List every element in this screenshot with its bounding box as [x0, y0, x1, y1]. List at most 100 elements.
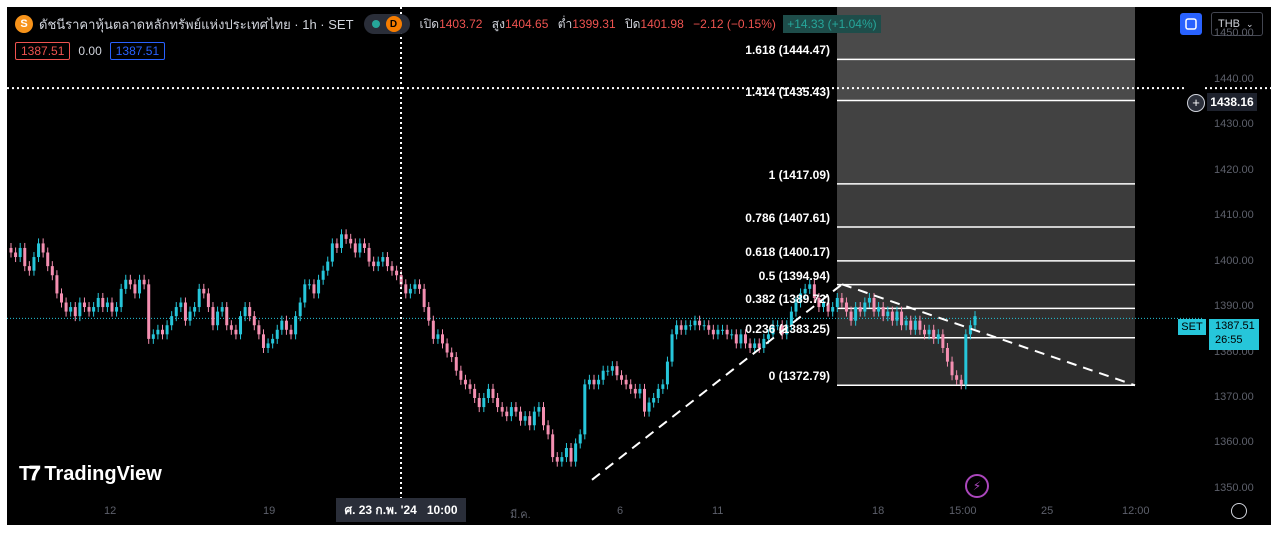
candle-body [376, 261, 380, 267]
bid-price[interactable]: 1387.51 [15, 42, 71, 60]
candle-body [583, 384, 587, 435]
candle-body [431, 320, 435, 339]
set-index-icon[interactable]: S [15, 15, 33, 33]
candle-body [183, 302, 187, 321]
fib-level-label: 0.5 (1394.94) [758, 268, 830, 283]
time-tick-label: มี.ค. [510, 509, 531, 521]
price-tick-label: 1350.00 [1214, 481, 1254, 494]
fib-trend-line[interactable] [841, 283, 1136, 387]
candle-body [271, 338, 275, 344]
d-badge: D [385, 16, 402, 32]
candle-body [587, 379, 591, 385]
candle-body [14, 252, 18, 258]
candle-body [261, 334, 265, 348]
candle-body [289, 329, 293, 335]
candle-body [597, 379, 601, 385]
settings-gear-icon[interactable] [1231, 503, 1247, 519]
candle-body [909, 320, 913, 330]
fib-zone-band [837, 226, 1135, 261]
candle-body [197, 288, 201, 308]
candle-body [537, 407, 541, 412]
tradingview-logo[interactable]: T𝟕 TradingView [19, 463, 162, 486]
candle-body [840, 297, 844, 303]
currency-select[interactable]: THB ⌄ [1211, 12, 1263, 36]
candle-body [486, 388, 490, 398]
candle-body [826, 302, 830, 312]
candle-body [679, 325, 683, 330]
candle-body [702, 325, 706, 327]
time-tick-label: 11 [712, 505, 724, 517]
candle-body [317, 279, 321, 294]
candle-body [344, 234, 348, 239]
price-chart[interactable] [7, 7, 1271, 525]
candle-body [491, 388, 495, 398]
candle-body [555, 457, 559, 462]
candle-body [519, 411, 523, 421]
time-tick-label: 6 [617, 505, 624, 517]
candle-body [473, 388, 477, 398]
candle-body [620, 375, 624, 380]
time-tick-label: 15:00 [949, 505, 977, 517]
market-status-pill[interactable]: D [363, 14, 410, 34]
candle-body [482, 397, 486, 408]
candle-body [257, 325, 261, 335]
ohlc-values: เปิด1403.72 สูง1404.65 ต่ำ1399.31 ปิด140… [420, 14, 881, 34]
close-label: ปิด [624, 16, 641, 31]
candle-body [133, 284, 137, 294]
candle-body [138, 279, 142, 294]
sync-button[interactable] [1180, 13, 1202, 35]
candle-body [610, 366, 614, 371]
candle-body [872, 297, 876, 312]
fib-zone-band [837, 337, 1135, 386]
candle-body [968, 325, 972, 335]
change-extended-value: +14.33 (+1.04%) [783, 14, 881, 33]
candle-body [243, 307, 247, 317]
candle-body [468, 384, 472, 389]
candle-body [454, 357, 458, 371]
candle-body [721, 329, 725, 331]
fib-level-label: 1.618 (1444.47) [745, 43, 830, 58]
candle-body [936, 334, 940, 339]
ask-price[interactable]: 1387.51 [109, 42, 166, 60]
candle-body [445, 343, 449, 353]
last-price-label: 1387.51 26:55 [1209, 319, 1259, 350]
candle-body [528, 416, 532, 426]
price-tick-label: 1440.00 [1214, 72, 1254, 85]
candle-body [844, 302, 848, 312]
fib-trend-line[interactable] [591, 283, 843, 481]
candle-body [523, 416, 527, 421]
candle-body [225, 307, 229, 326]
high-label: สูง [491, 16, 505, 31]
candle-body [252, 316, 256, 326]
candle-body [179, 302, 183, 308]
candle-body [716, 329, 720, 335]
candle-body [147, 284, 151, 339]
fib-level-label: 1 (1417.09) [768, 167, 830, 182]
candle-body [87, 307, 91, 312]
candle-body [670, 334, 674, 362]
candle-body [367, 247, 371, 262]
candle-body [785, 325, 789, 335]
price-tick-label: 1430.00 [1214, 118, 1254, 131]
candle-body [73, 307, 77, 317]
price-tick-label: 1450.00 [1214, 27, 1254, 40]
candle-body [395, 270, 399, 276]
candle-body [551, 434, 555, 458]
candle-body [858, 307, 862, 312]
time-tick-label: 18 [872, 505, 885, 517]
candle-body [890, 311, 894, 321]
candle-body [92, 307, 96, 312]
candle-body [514, 407, 518, 412]
lightning-icon[interactable]: ⚡ [965, 474, 989, 498]
low-label: ต่ำ [557, 16, 573, 31]
symbol-title[interactable]: ดัชนีราคาหุ้นตลาดหลักทรัพย์แห่งประเทศไทย… [39, 16, 354, 32]
candle-body [822, 302, 826, 308]
add-alert-plus-icon[interactable]: + [1187, 94, 1205, 112]
time-tick-label: 12 [104, 505, 117, 517]
spread-value: 0.00 [78, 44, 102, 58]
chart-panel[interactable]: S ดัชนีราคาหุ้นตลาดหลักทรัพย์แห่งประเทศไ… [7, 7, 1271, 525]
candle-body [78, 302, 82, 317]
candle-body [298, 302, 302, 317]
candle-body [399, 275, 403, 285]
